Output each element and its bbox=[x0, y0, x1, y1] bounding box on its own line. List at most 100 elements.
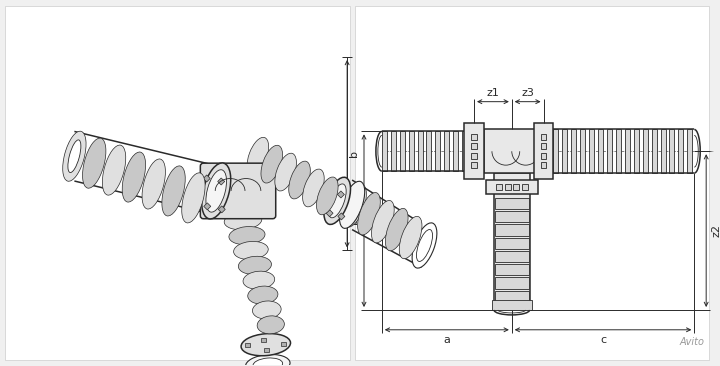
Bar bbox=[484, 130, 541, 173]
Bar bbox=[541, 162, 546, 168]
Bar bbox=[495, 198, 528, 209]
Ellipse shape bbox=[122, 152, 145, 202]
Bar bbox=[264, 348, 269, 352]
Bar bbox=[643, 130, 648, 173]
Bar bbox=[462, 131, 467, 171]
Bar bbox=[541, 143, 546, 149]
FancyArrowPatch shape bbox=[386, 328, 508, 332]
Bar bbox=[495, 251, 528, 262]
Bar bbox=[541, 134, 546, 140]
Ellipse shape bbox=[340, 181, 365, 228]
Ellipse shape bbox=[358, 193, 380, 235]
Bar bbox=[660, 130, 665, 173]
Bar bbox=[554, 130, 559, 173]
Bar bbox=[325, 188, 333, 195]
Text: z1: z1 bbox=[487, 88, 500, 98]
Ellipse shape bbox=[257, 316, 284, 334]
Bar bbox=[495, 238, 528, 249]
Ellipse shape bbox=[238, 256, 271, 274]
Text: b: b bbox=[349, 217, 359, 224]
Ellipse shape bbox=[83, 138, 106, 188]
Bar bbox=[598, 130, 603, 173]
Bar bbox=[245, 343, 250, 347]
Ellipse shape bbox=[241, 333, 291, 356]
FancyArrowPatch shape bbox=[704, 155, 708, 306]
Bar bbox=[562, 130, 567, 173]
Bar bbox=[534, 123, 554, 179]
Bar bbox=[203, 175, 210, 182]
Ellipse shape bbox=[317, 177, 338, 215]
Bar bbox=[418, 131, 423, 171]
Text: a: a bbox=[444, 335, 450, 345]
Bar bbox=[261, 338, 266, 342]
Text: b: b bbox=[349, 150, 359, 157]
Bar bbox=[678, 130, 683, 173]
Bar bbox=[409, 131, 413, 171]
Ellipse shape bbox=[224, 212, 262, 230]
Ellipse shape bbox=[162, 166, 185, 216]
Bar bbox=[444, 131, 449, 171]
Bar bbox=[326, 210, 333, 217]
Ellipse shape bbox=[63, 132, 85, 180]
Bar bbox=[391, 131, 396, 171]
Bar bbox=[5, 7, 350, 359]
Text: z3: z3 bbox=[521, 88, 534, 98]
Bar bbox=[382, 131, 387, 171]
Bar bbox=[471, 134, 477, 140]
FancyBboxPatch shape bbox=[200, 163, 276, 219]
Bar bbox=[670, 130, 675, 173]
FancyArrowPatch shape bbox=[516, 328, 690, 332]
Bar bbox=[589, 130, 594, 173]
Ellipse shape bbox=[202, 163, 230, 219]
Ellipse shape bbox=[324, 177, 351, 224]
Text: z2: z2 bbox=[711, 224, 720, 237]
Bar bbox=[505, 184, 510, 190]
Bar bbox=[688, 130, 693, 173]
Bar bbox=[607, 130, 612, 173]
Bar bbox=[652, 130, 657, 173]
FancyArrowPatch shape bbox=[516, 100, 540, 104]
Ellipse shape bbox=[246, 354, 290, 366]
Bar bbox=[522, 184, 528, 190]
Ellipse shape bbox=[400, 216, 422, 259]
Ellipse shape bbox=[385, 208, 408, 251]
Bar bbox=[338, 213, 345, 220]
Text: c: c bbox=[600, 335, 606, 345]
Ellipse shape bbox=[247, 137, 269, 175]
Ellipse shape bbox=[102, 145, 126, 195]
Bar bbox=[496, 184, 502, 190]
Ellipse shape bbox=[261, 145, 282, 183]
Bar bbox=[634, 130, 639, 173]
Bar bbox=[492, 300, 531, 310]
Ellipse shape bbox=[289, 161, 310, 199]
Ellipse shape bbox=[275, 153, 297, 191]
Bar bbox=[281, 342, 286, 346]
Text: Avito: Avito bbox=[679, 337, 704, 347]
Ellipse shape bbox=[233, 242, 269, 259]
Bar bbox=[426, 131, 431, 171]
Ellipse shape bbox=[253, 301, 281, 319]
Ellipse shape bbox=[142, 159, 166, 209]
Bar bbox=[580, 130, 585, 173]
Bar bbox=[355, 7, 709, 359]
Bar bbox=[495, 264, 528, 276]
Ellipse shape bbox=[412, 223, 437, 268]
FancyArrowPatch shape bbox=[478, 100, 508, 104]
Bar bbox=[495, 277, 528, 289]
Ellipse shape bbox=[302, 169, 324, 207]
FancyArrowPatch shape bbox=[345, 61, 349, 247]
Bar bbox=[454, 131, 458, 171]
Ellipse shape bbox=[68, 140, 81, 172]
Ellipse shape bbox=[243, 271, 275, 289]
FancyArrowPatch shape bbox=[362, 135, 366, 306]
Bar bbox=[218, 206, 225, 213]
Ellipse shape bbox=[328, 184, 346, 218]
Bar bbox=[338, 191, 344, 198]
Bar bbox=[217, 178, 225, 185]
Bar bbox=[471, 162, 477, 168]
Bar bbox=[513, 184, 518, 190]
Bar bbox=[471, 143, 477, 149]
Bar bbox=[495, 211, 528, 223]
Ellipse shape bbox=[181, 173, 205, 223]
Bar bbox=[436, 131, 441, 171]
